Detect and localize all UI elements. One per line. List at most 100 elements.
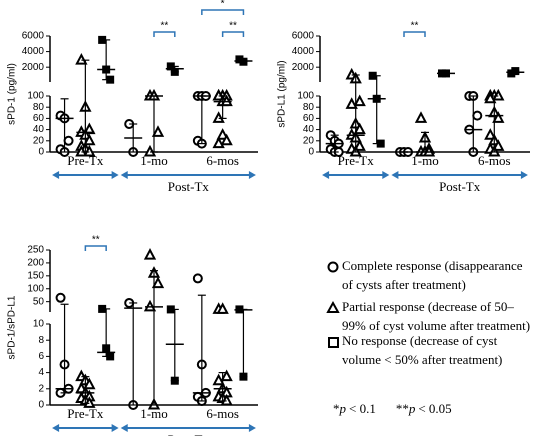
y-tick-label: 40 [33,124,45,135]
footnote-part: < 0.1 [349,401,376,416]
significance-label: ** [92,235,100,246]
y-tick-label: 100 [297,91,314,102]
footnote-part: < 0.05 [418,401,451,416]
y-tick-label: 60 [303,113,315,124]
y-tick-label: 50 [33,296,45,307]
y-axis-label: sPD-L1 (pg/ml) [277,60,288,127]
x-category-label: 1-mo [140,153,167,168]
y-tick-label: 6000 [22,31,45,42]
y-tick-label: 10 [33,319,45,330]
data-point [83,377,96,390]
x-group-label: Post-Tx [168,179,210,194]
significance-label: ** [411,21,419,32]
data-point [75,144,88,157]
legend-marker [328,337,339,348]
x-category-label: Pre-Tx [338,153,375,168]
data-point [353,122,366,135]
significance-bracket [201,9,245,15]
significance-bracket [153,31,176,37]
arrow-head [248,424,256,432]
arrow-head [120,171,128,179]
legend-text: 99% of cyst volume after treatment) [342,318,530,333]
x-category-label: Pre-Tx [67,153,104,168]
legend-text: Complete response (disappearance [342,258,523,273]
x-category-label: 6-mos [478,153,511,168]
data-point [220,393,233,406]
data-point [220,133,233,146]
y-tick-label: 0 [38,400,44,411]
footnote-part: ** [396,401,409,416]
x-category-label: 1-mo [411,153,438,168]
data-point [63,135,74,146]
data-point [143,144,157,157]
significance-label: ** [229,21,237,32]
data-point [492,111,505,123]
arrow-head [520,171,528,179]
footnote-part: * [333,401,340,416]
significance-label: ** [161,21,169,32]
y-tick-label: 4 [38,367,44,378]
data-point [212,136,225,149]
data-point [55,292,66,303]
data-point [192,273,203,284]
y-tick-label: 6 [38,351,44,362]
significance-bracket [84,245,107,251]
data-point [143,248,157,260]
y-axis-label: sPD-1 (pg/ml) [7,63,18,125]
y-tick-label: 2000 [22,62,45,73]
arrow-head [248,171,256,179]
data-point [345,97,358,109]
legend-marker [326,300,340,313]
y-tick-label: 20 [33,135,45,146]
y-tick-label: 2 [38,383,44,394]
y-tick-label: 20 [303,135,315,146]
y-tick-label: 6000 [292,31,315,42]
data-point [353,139,366,151]
arrow-head [52,424,60,432]
y-axis-label: sPD-1/sPD-L1 [7,295,18,359]
x-group-label: Post-Tx [439,179,481,194]
significance-label: * [221,0,225,10]
data-point [83,144,96,157]
data-point [83,396,96,408]
y-tick-label: 40 [303,124,315,135]
y-tick-label: 250 [27,245,44,256]
x-group-label: Post-Tx [168,432,210,436]
data-point [216,302,229,314]
x-category-label: 6-mos [206,406,239,421]
data-point [414,111,428,123]
y-tick-label: 80 [33,102,45,113]
y-tick-label: 4000 [22,46,45,57]
y-tick-label: 200 [27,258,44,269]
arrow-head [120,424,128,432]
data-point [353,94,366,107]
data-point [151,125,165,137]
data-point [216,128,229,140]
arrow-head [111,171,119,179]
data-point [492,139,505,151]
y-tick-label: 8 [38,335,44,346]
y-tick-label: 60 [33,113,45,124]
data-point [220,369,233,382]
legend-text: No response (decrease of cyst [342,333,498,348]
y-tick-label: 4000 [292,46,315,57]
footnote: *p < 0.1 **p < 0.05 [333,401,452,416]
significance-bracket [221,31,245,37]
y-tick-label: 100 [27,283,44,294]
legend-text: of cysts after treatment) [342,277,466,292]
x-category-label: 1-mo [140,406,167,421]
x-category-label: 6-mos [206,153,239,168]
legend [326,261,340,348]
significance-bracket [403,31,426,37]
y-tick-label: 0 [38,147,44,158]
arrow-head [52,171,60,179]
y-tick-label: 0 [308,147,314,158]
data-point [75,53,88,65]
y-tick-label: 2000 [292,62,315,73]
data-point [212,111,225,123]
data-point [484,128,497,140]
legend-text: volume < 50% after treatment) [342,352,502,367]
footnote-part: p [339,401,347,416]
arrow-head [322,171,330,179]
